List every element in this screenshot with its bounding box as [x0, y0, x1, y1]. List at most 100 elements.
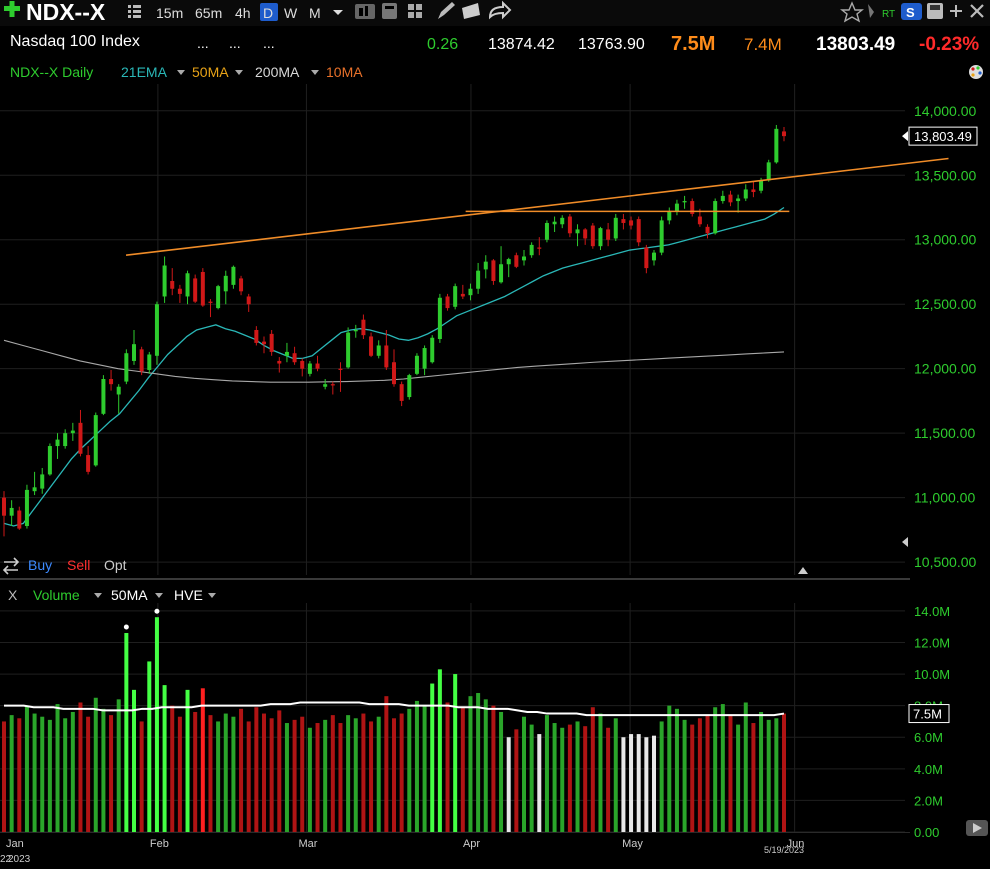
export-icon[interactable] — [462, 3, 480, 19]
trade-swap-icon[interactable] — [2, 557, 20, 575]
close-icon[interactable] — [970, 4, 984, 18]
hve-marker — [154, 608, 160, 614]
candle-body — [392, 362, 396, 385]
list-icon[interactable] — [128, 5, 141, 18]
candle — [613, 213, 618, 242]
s-badge-icon[interactable]: S — [901, 3, 922, 20]
volume-bar — [621, 737, 626, 832]
candle — [208, 299, 213, 318]
last-price-box — [908, 126, 978, 146]
interval-M[interactable]: M — [309, 5, 321, 21]
symbol-title[interactable]: NDX--X — [26, 0, 106, 25]
trendline[interactable] — [125, 157, 949, 257]
scroll-right-button[interactable] — [966, 820, 988, 836]
realtime-icon[interactable]: RT — [868, 4, 895, 20]
buy-button[interactable]: Buy — [28, 557, 52, 573]
volume-bar — [575, 721, 580, 832]
candle-body — [346, 332, 351, 368]
grid-icon[interactable] — [408, 4, 422, 18]
sell-button[interactable]: Sell — [67, 557, 90, 573]
more-dots-3[interactable]: ... — [263, 35, 275, 51]
candle — [239, 275, 244, 296]
legend-item-200ma[interactable]: 200MA — [255, 64, 300, 80]
calculator-icon[interactable] — [382, 3, 397, 19]
candle — [782, 126, 786, 142]
options-button[interactable]: Opt — [104, 557, 127, 573]
volume-ma-dropdown-icon[interactable] — [155, 593, 163, 598]
add-symbol-button[interactable] — [4, 1, 20, 17]
scroll-price-icon[interactable] — [902, 537, 908, 547]
interval-4h[interactable]: 4h — [235, 5, 251, 21]
legend-dropdown-icon[interactable] — [177, 70, 185, 75]
volume-bar — [47, 719, 52, 832]
candle-body — [514, 255, 519, 267]
volume-bar — [239, 708, 244, 832]
candle-body — [55, 439, 60, 447]
volume-ma-line — [4, 701, 785, 717]
volume-label[interactable]: Volume — [33, 587, 80, 603]
ema21-line — [3, 206, 785, 527]
change-value: 0.26 — [427, 36, 458, 53]
more-dots-2[interactable]: ... — [229, 35, 241, 51]
volume-tick-label: 0.00 — [914, 825, 939, 840]
hve-label[interactable]: HVE — [174, 587, 203, 603]
candle-body — [300, 360, 305, 369]
volume-bar — [132, 689, 136, 832]
x-tick-label: Jan — [6, 838, 24, 850]
expand-up-icon[interactable] — [798, 567, 808, 574]
volume-bar — [713, 707, 718, 832]
volume-ma-label[interactable]: 50MA — [111, 587, 148, 603]
candle-body — [47, 446, 52, 475]
legend-dropdown-icon[interactable] — [235, 70, 243, 75]
candle — [361, 314, 366, 340]
candle — [346, 327, 351, 369]
candle-body — [445, 296, 450, 309]
legend-item-50ma[interactable]: 50MA — [192, 64, 229, 80]
candle-body — [147, 354, 152, 370]
interval-65m[interactable]: 65m — [195, 5, 222, 21]
palette-icon[interactable] — [969, 65, 983, 79]
interval-dropdown-icon[interactable] — [333, 10, 343, 15]
candle — [292, 346, 297, 365]
candle — [376, 340, 381, 359]
candle — [63, 429, 68, 449]
x-tick-label: Mar — [298, 838, 317, 850]
panel-divider[interactable] — [0, 578, 910, 580]
volume-bar — [682, 719, 687, 832]
candle-body — [269, 333, 274, 352]
volume-bar — [590, 707, 595, 832]
candle — [567, 213, 572, 238]
candle-body — [32, 487, 37, 492]
share-icon[interactable] — [488, 0, 512, 20]
volume-value: 7.5M — [671, 33, 715, 55]
move-icon[interactable] — [950, 5, 962, 17]
volume-bar — [70, 711, 75, 832]
percent-change: -0.23% — [919, 34, 979, 55]
volume-bar — [208, 715, 213, 832]
save-icon[interactable] — [927, 3, 943, 19]
candle — [330, 381, 335, 395]
favorite-star-icon[interactable] — [840, 1, 864, 23]
chart-type-icon[interactable] — [355, 4, 375, 19]
interval-W[interactable]: W — [284, 5, 298, 21]
volume-bar — [766, 719, 771, 832]
legend-item-10ma[interactable]: 10MA — [326, 64, 363, 80]
hve-dropdown-icon[interactable] — [208, 593, 216, 598]
interval-15m[interactable]: 15m — [156, 5, 183, 21]
volume-bar — [606, 727, 611, 832]
candle-body — [766, 162, 771, 181]
legend-dropdown-icon[interactable] — [311, 70, 319, 75]
interval-D[interactable]: D — [263, 5, 273, 21]
candle-body — [369, 336, 374, 356]
candle — [262, 336, 266, 354]
pencil-icon[interactable] — [438, 2, 455, 19]
volume-bar — [223, 713, 228, 832]
legend-item-21ema[interactable]: 21EMA — [121, 64, 168, 80]
indicator-title[interactable]: NDX--X Daily — [10, 64, 93, 80]
candle — [307, 360, 312, 377]
more-dots-1[interactable]: ... — [197, 35, 209, 51]
volume-close-button[interactable]: X — [8, 587, 18, 603]
candle — [552, 216, 557, 232]
candle-body — [544, 222, 549, 240]
volume-dropdown-icon[interactable] — [94, 593, 102, 598]
